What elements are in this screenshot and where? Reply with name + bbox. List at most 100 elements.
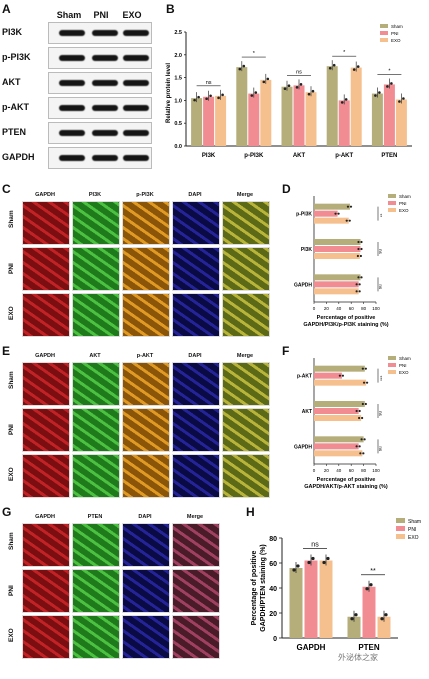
b-bar — [395, 99, 407, 146]
h-legend-swatch — [396, 534, 405, 539]
hbar-legend-swatch — [388, 208, 396, 212]
panel-letter-g: G — [2, 505, 12, 519]
b-sig-label: * — [343, 50, 346, 56]
h-point — [307, 560, 311, 565]
micrograph-tile — [172, 615, 220, 659]
hbar-bar — [314, 217, 349, 224]
micrograph-tile — [72, 408, 120, 452]
blot-col-exo: EXO — [122, 10, 142, 20]
micrograph-tile — [222, 408, 270, 452]
panel-letter-b: B — [166, 2, 175, 16]
micrograph-tile — [72, 454, 120, 498]
hbar-point — [364, 367, 367, 370]
blot-band — [92, 105, 118, 111]
h-ylabel-1: Percentage of positive — [251, 551, 258, 626]
hbar-point — [361, 416, 364, 420]
micrograph-tile — [22, 569, 70, 613]
hbar-legend-label: PNI — [399, 201, 407, 206]
h-point — [311, 556, 315, 561]
hbar-bar — [314, 450, 363, 457]
b-category-label: p-PI3K — [244, 153, 264, 159]
b-point — [332, 63, 336, 67]
micrograph-tile — [72, 362, 120, 406]
hbar-bar — [314, 281, 359, 288]
micro-col-header: PTEN — [87, 514, 103, 520]
blot-row-label: GAPDH — [2, 152, 35, 162]
micrograph-tile — [172, 247, 220, 291]
hbar-point — [362, 452, 365, 455]
b-sig-label: ns — [296, 69, 302, 75]
blot-col-sham: Sham — [56, 10, 82, 20]
hbar-point — [349, 205, 353, 208]
micro-col-header: Merge — [236, 192, 254, 198]
hbar-xtick-label: 80 — [361, 468, 367, 473]
h-category-label: PTEN — [358, 643, 380, 652]
hbar-point — [338, 374, 341, 377]
hbar-category-label: p-AKT — [297, 374, 312, 380]
b-bar — [260, 79, 272, 146]
hbar-point — [358, 283, 361, 286]
hbar-point — [341, 374, 344, 377]
panel-letter-d: D — [282, 182, 291, 196]
panel-letter-f: F — [282, 344, 290, 358]
micrograph-tile — [122, 408, 170, 452]
b-point — [250, 94, 254, 97]
hbar-bar — [314, 274, 361, 281]
h-legend-label: Sham — [408, 519, 421, 525]
b-sig-label: * — [253, 51, 256, 57]
hbar-legend-label: Sham — [399, 356, 411, 361]
hbar-point — [361, 367, 364, 370]
blot-band — [59, 30, 85, 36]
blot-band — [123, 105, 149, 111]
micrograph-tile — [22, 454, 70, 498]
h-category-label: GAPDH — [297, 643, 326, 652]
b-point — [209, 94, 212, 98]
b-point — [295, 86, 299, 89]
hbar-xlabel-2: GAPDH/PI3K/p-PI3K staining (%) — [303, 322, 388, 328]
h-bar — [347, 616, 361, 638]
b-bar — [236, 67, 248, 146]
hbar-legend-swatch — [388, 201, 396, 205]
micro-col-header: GAPDH — [35, 192, 55, 198]
b-bar — [248, 93, 260, 146]
micrograph-tile — [222, 293, 270, 337]
micro-row-label: PNI — [8, 585, 15, 596]
hbar-bar — [314, 246, 361, 252]
micro-row-label: Sham — [8, 371, 15, 389]
blot-band — [59, 105, 85, 111]
hbar-point — [346, 205, 350, 208]
b-bar — [305, 92, 317, 146]
blot-strip — [48, 47, 152, 69]
blot-band — [92, 130, 118, 136]
blot-strip — [48, 22, 152, 44]
micro-col-header: DAPI — [138, 514, 152, 520]
b-category-label: PI3K — [202, 153, 216, 159]
hbar-point — [357, 247, 360, 251]
hbar-legend-label: PNI — [399, 363, 407, 368]
blot-band — [123, 155, 149, 161]
blot-row-label: PI3K — [2, 27, 23, 37]
hbar-category-label: AKT — [302, 409, 312, 415]
blot-row-label: PTEN — [2, 127, 27, 137]
micrograph-tile — [22, 615, 70, 659]
hbar-legend-label: Sham — [399, 194, 411, 199]
hbar-point — [348, 219, 351, 222]
b-point — [311, 89, 315, 93]
hbar-xlabel-1: Percentage of positive — [317, 477, 376, 483]
blot-band — [92, 155, 118, 161]
b-ytick-label: 1.0 — [174, 98, 182, 104]
h-bar — [377, 616, 391, 638]
blot-band — [92, 80, 118, 86]
micrograph-tile — [122, 569, 170, 613]
hbar-bar — [314, 365, 365, 372]
hbar-legend-swatch — [388, 370, 396, 374]
panel-letter-c: C — [2, 182, 11, 196]
b-bar — [293, 85, 305, 146]
hbar-bar — [314, 443, 359, 450]
b-bar — [281, 86, 293, 146]
b-point — [193, 98, 196, 102]
b-point — [374, 94, 377, 97]
hbar-point — [358, 290, 361, 293]
b-point — [287, 84, 291, 88]
b-point — [205, 97, 208, 101]
